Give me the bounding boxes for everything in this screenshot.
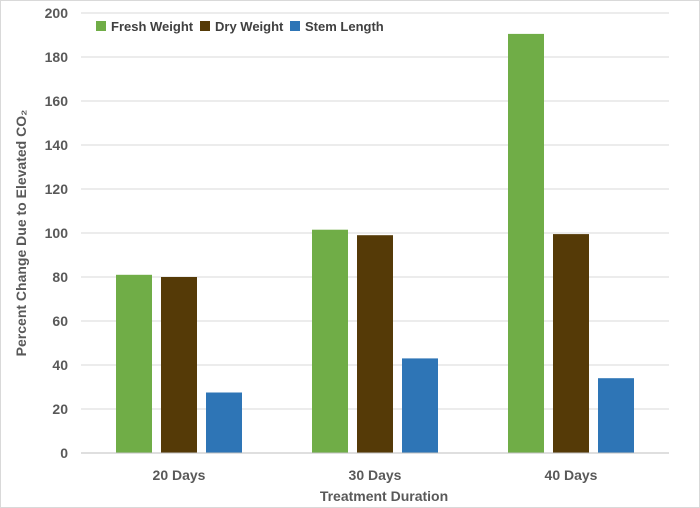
- bar-stem-length: [598, 378, 634, 453]
- legend: Fresh Weight Dry Weight Stem Length: [96, 19, 384, 34]
- legend-label: Fresh Weight: [111, 19, 194, 34]
- bar-dry-weight: [161, 277, 197, 453]
- y-tick-label: 0: [60, 445, 68, 461]
- legend-label: Dry Weight: [215, 19, 284, 34]
- bar-fresh-weight: [508, 33, 544, 454]
- x-tick-label: 40 Days: [545, 467, 598, 483]
- y-tick-label: 20: [52, 401, 68, 417]
- bar-stem-length: [206, 392, 242, 453]
- x-axis-title: Treatment Duration: [320, 488, 448, 504]
- y-tick-label: 140: [45, 137, 69, 153]
- y-axis-title: Percent Change Due to Elevated CO₂: [13, 110, 29, 357]
- y-tick-label: 160: [45, 93, 69, 109]
- y-tick-label: 40: [52, 357, 68, 373]
- bar-stem-length: [402, 358, 438, 453]
- y-tick-label: 100: [45, 225, 69, 241]
- bar-dry-weight: [553, 234, 589, 453]
- y-tick-label: 60: [52, 313, 68, 329]
- legend-label: Stem Length: [305, 19, 384, 34]
- x-tick-label: 20 Days: [153, 467, 206, 483]
- y-tick-label: 120: [45, 181, 69, 197]
- legend-swatch: [290, 21, 300, 31]
- y-tick-label: 200: [45, 5, 69, 21]
- legend-swatch: [200, 21, 210, 31]
- axes: 0 20 40 60 80 100 120 140 160 180 200 20 Days 30 Day…: [45, 5, 669, 483]
- x-tick-label: 30 Days: [349, 467, 402, 483]
- y-tick-label: 180: [45, 49, 69, 65]
- bars: [116, 33, 634, 454]
- legend-swatch: [96, 21, 106, 31]
- bar-fresh-weight: [312, 229, 348, 453]
- bar-fresh-weight: [116, 274, 152, 453]
- y-tick-label: 80: [52, 269, 68, 285]
- bar-dry-weight: [357, 235, 393, 453]
